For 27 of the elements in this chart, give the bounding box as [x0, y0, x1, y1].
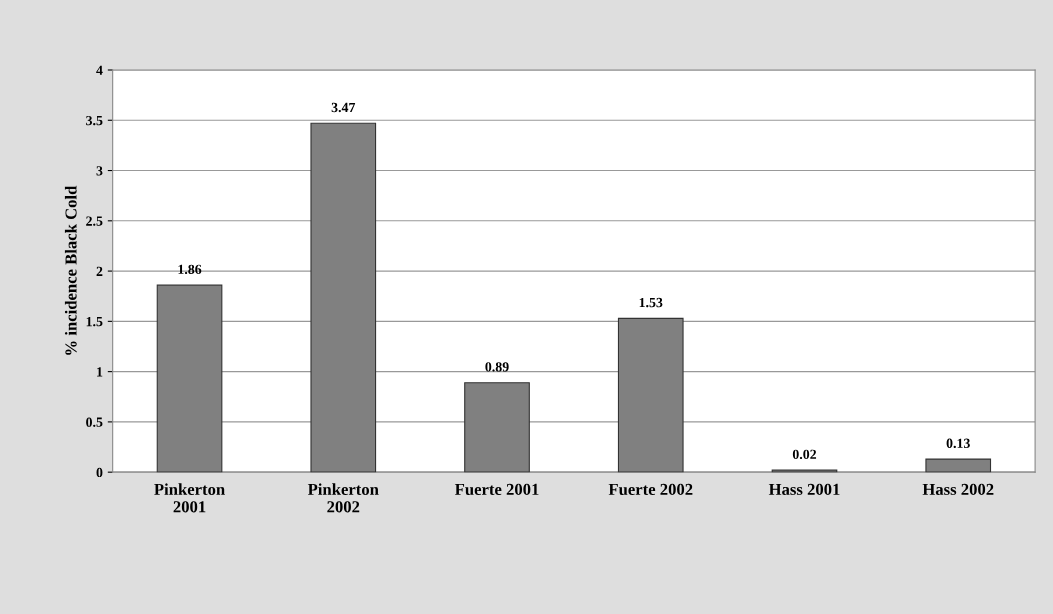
bar	[925, 458, 992, 473]
y-tick-label: 3.5	[86, 115, 103, 126]
x-tick-label: Pinkerton 2001	[154, 483, 225, 513]
y-tick-label: 2.5	[86, 216, 103, 226]
y-tick-label: 2	[96, 266, 103, 276]
bar	[617, 317, 684, 473]
data-label: 0.89	[485, 362, 509, 372]
y-tick-label: 1	[97, 367, 103, 377]
x-tick-label: Hass 2002	[922, 483, 994, 496]
y-axis-title: % incidence Black Cold	[64, 185, 77, 355]
y-tick-label: 0	[96, 467, 103, 478]
x-tick-label: Fuerte 2002	[608, 483, 693, 496]
data-label: 1.86	[178, 264, 202, 275]
bar	[464, 382, 530, 473]
x-tick-label: Pinkerton 2002	[307, 483, 379, 513]
y-tick-label: 1.5	[86, 317, 103, 327]
data-label: 0.13	[946, 438, 970, 448]
bar	[156, 284, 223, 473]
y-tick-label: 4	[96, 65, 103, 75]
bar	[310, 122, 377, 473]
x-tick-label: Fuerte 2001	[454, 483, 539, 496]
data-label: 0.02	[792, 449, 817, 460]
data-label: 3.47	[331, 102, 356, 113]
x-tick-label: Hass 2001	[768, 483, 840, 496]
y-tick-label: 3	[96, 166, 103, 176]
y-tick-label: 0.5	[86, 417, 103, 427]
data-label: 1.53	[639, 297, 663, 308]
